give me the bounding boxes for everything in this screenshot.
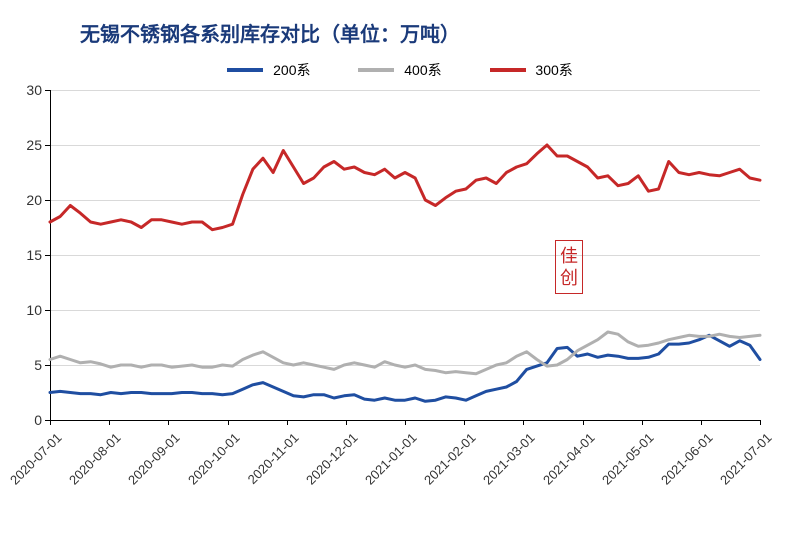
watermark-stamp: 佳 创 bbox=[555, 240, 583, 294]
legend-label-300: 300系 bbox=[535, 62, 572, 78]
legend-item-300: 300系 bbox=[490, 60, 573, 80]
x-tick-label: 2021-06-01 bbox=[658, 430, 716, 488]
chart-title: 无锡不锈钢各系别库存对比（单位：万吨） bbox=[80, 18, 460, 47]
x-tick-mark bbox=[760, 420, 761, 425]
x-tick-label: 2021-01-01 bbox=[362, 430, 420, 488]
x-tick-label: 2021-03-01 bbox=[480, 430, 538, 488]
series-400系 bbox=[50, 332, 760, 374]
series-300系 bbox=[50, 145, 760, 230]
watermark-char-1: 佳 bbox=[560, 245, 578, 267]
x-tick-label: 2020-10-01 bbox=[184, 430, 242, 488]
y-tick-label: 30 bbox=[12, 82, 42, 98]
x-tick-label: 2020-08-01 bbox=[66, 430, 124, 488]
x-tick-label: 2020-09-01 bbox=[125, 430, 183, 488]
legend-swatch-400 bbox=[358, 68, 394, 72]
legend-item-400: 400系 bbox=[358, 60, 441, 80]
y-tick-label: 20 bbox=[12, 192, 42, 208]
x-tick-label: 2021-07-01 bbox=[717, 430, 775, 488]
x-axis-line bbox=[50, 420, 760, 421]
legend-label-200: 200系 bbox=[273, 62, 310, 78]
legend-label-400: 400系 bbox=[404, 62, 441, 78]
x-tick-label: 2021-02-01 bbox=[421, 430, 479, 488]
x-tick-label: 2021-04-01 bbox=[539, 430, 597, 488]
legend-swatch-300 bbox=[490, 68, 526, 72]
legend: 200系 400系 300系 bbox=[0, 60, 800, 80]
y-tick-label: 5 bbox=[12, 357, 42, 373]
y-tick-label: 15 bbox=[12, 247, 42, 263]
y-tick-label: 10 bbox=[12, 302, 42, 318]
y-tick-label: 0 bbox=[12, 412, 42, 428]
legend-item-200: 200系 bbox=[227, 60, 310, 80]
y-tick-label: 25 bbox=[12, 137, 42, 153]
x-tick-label: 2021-05-01 bbox=[599, 430, 657, 488]
x-tick-label: 2020-11-01 bbox=[244, 430, 301, 487]
x-tick-label: 2020-07-01 bbox=[7, 430, 65, 488]
x-tick-label: 2020-12-01 bbox=[303, 430, 361, 488]
chart-container: 无锡不锈钢各系别库存对比（单位：万吨） 200系 400系 300系 0 5 10 1… bbox=[0, 0, 800, 550]
plot-area bbox=[50, 90, 760, 420]
watermark-char-2: 创 bbox=[560, 267, 578, 289]
legend-swatch-200 bbox=[227, 68, 263, 72]
